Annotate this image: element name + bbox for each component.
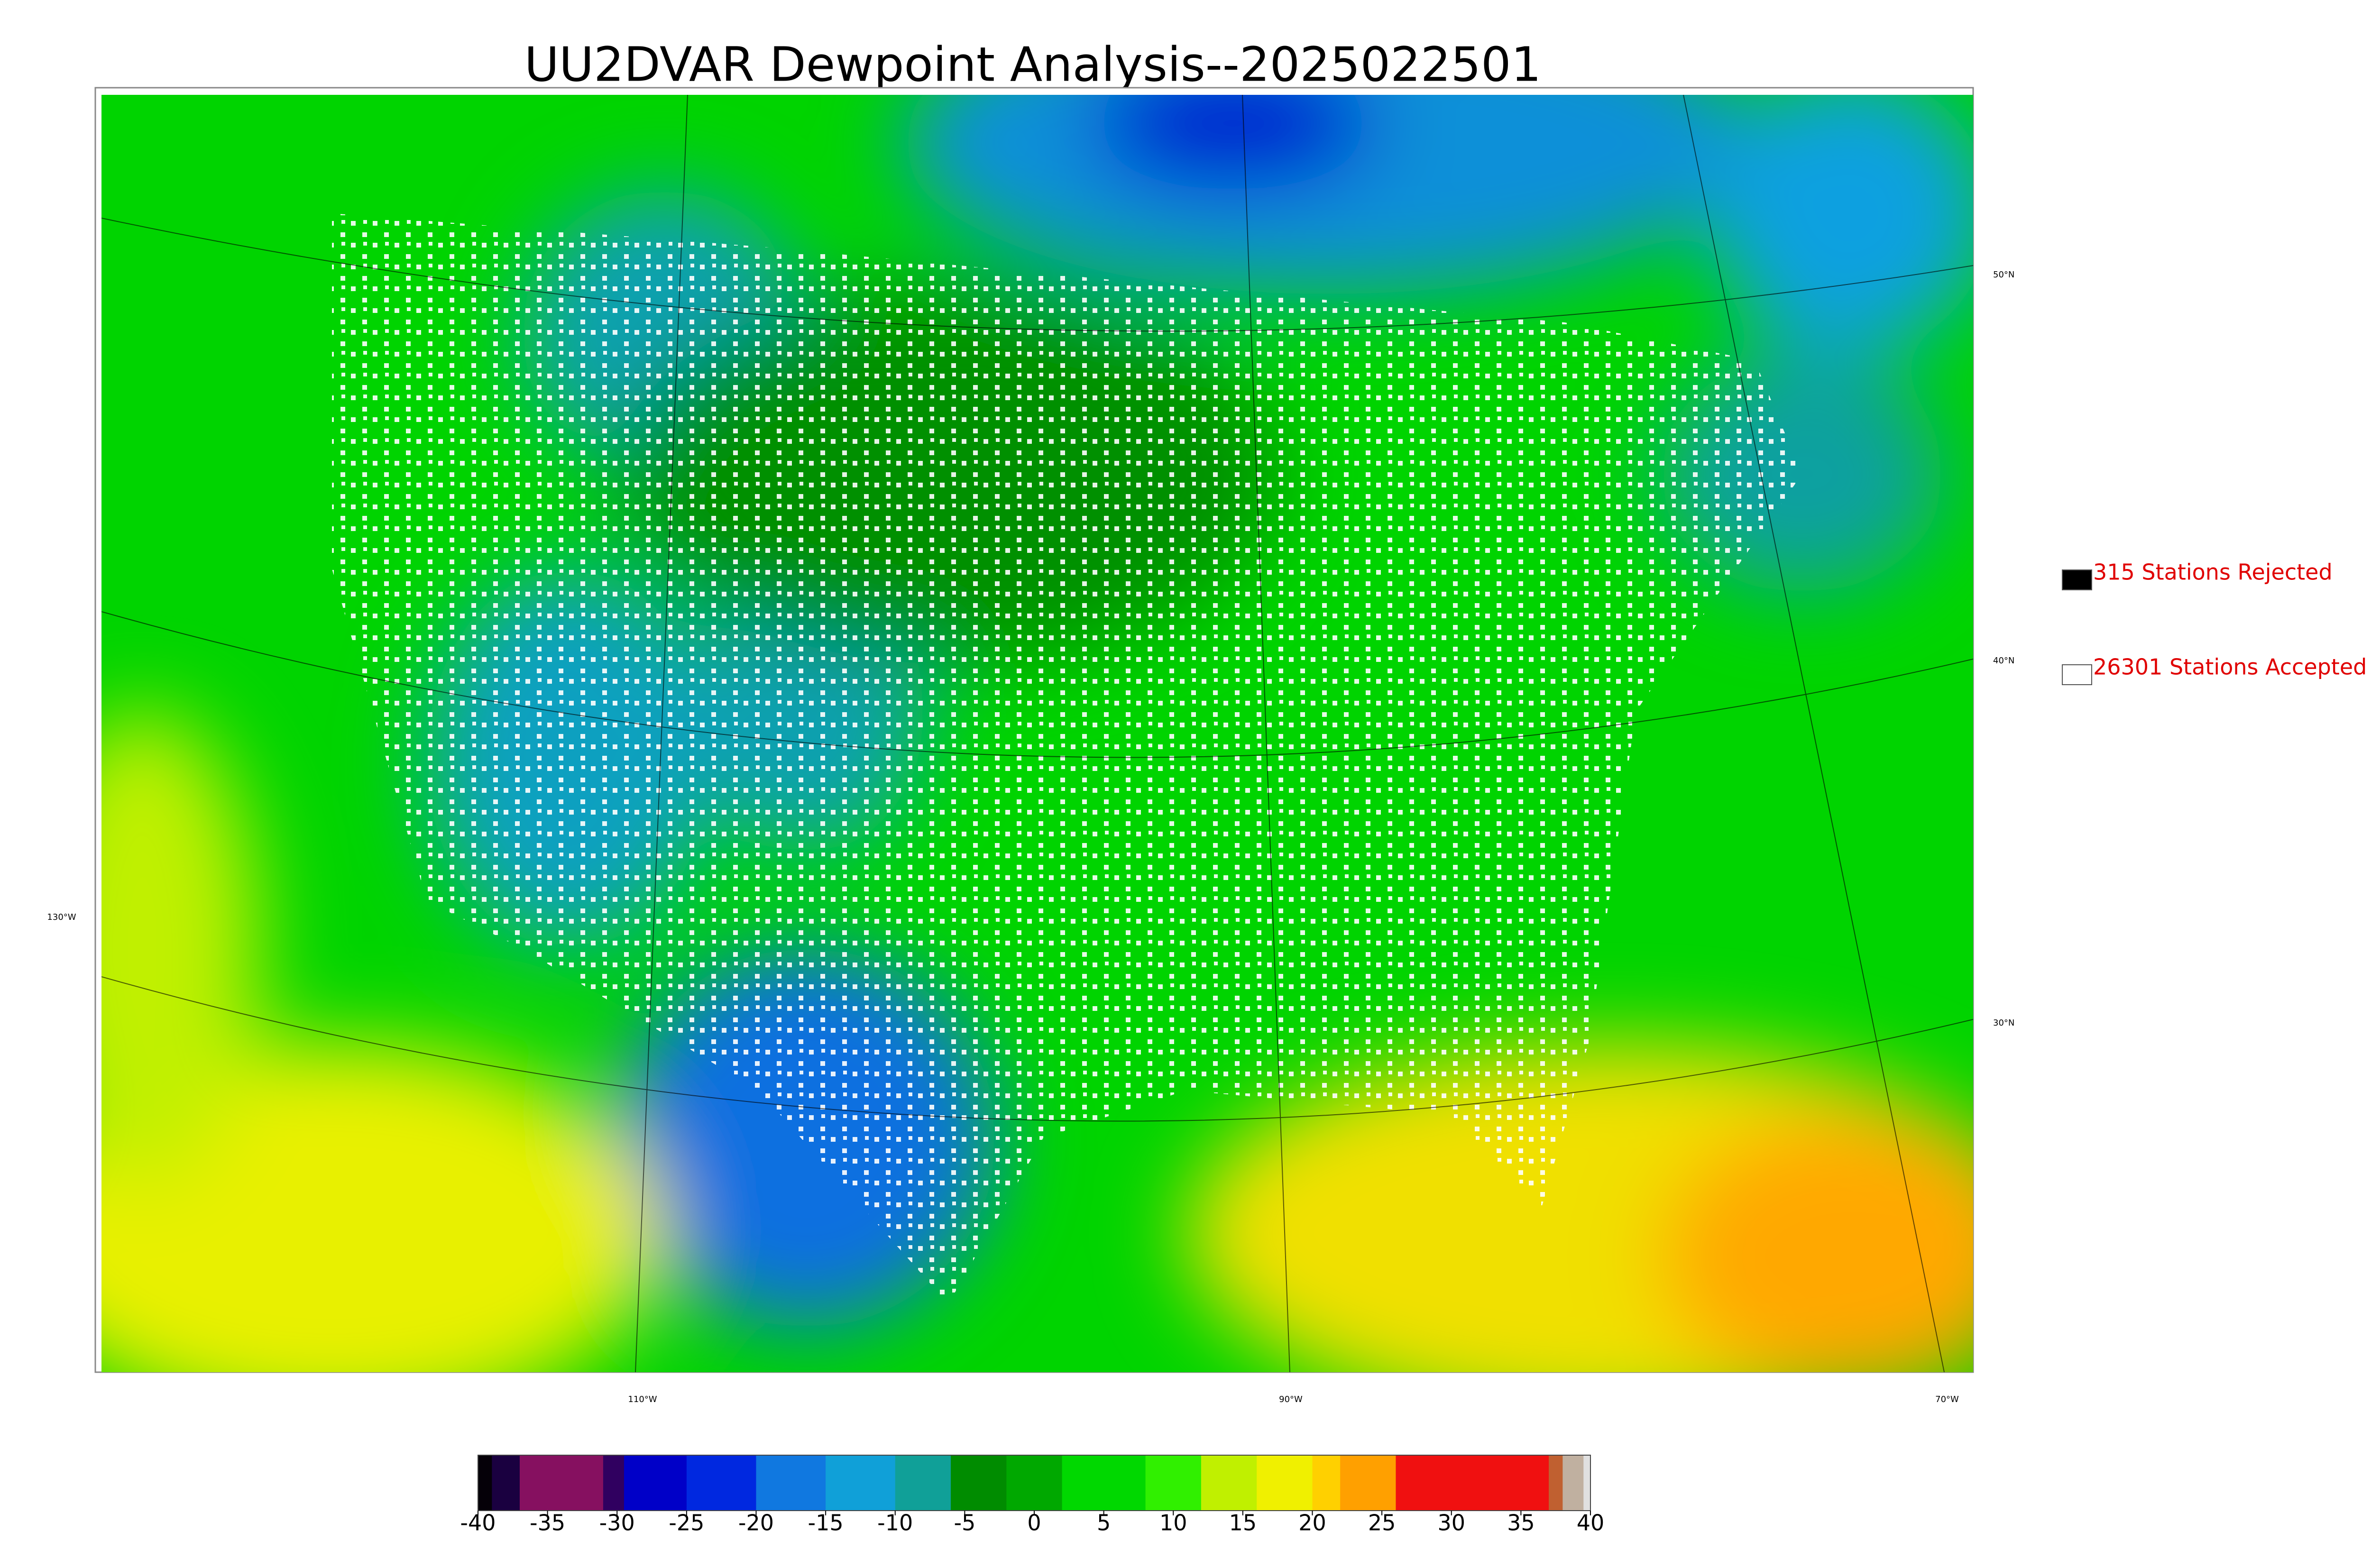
latitude-label: 30°N <box>1993 1018 2014 1028</box>
colorbar-segment <box>895 1455 951 1511</box>
colorbar-segment <box>478 1455 492 1511</box>
colorbar-tick-label: 15 <box>1229 1510 1257 1536</box>
colorbar-segment <box>1257 1455 1313 1511</box>
colorbar-tick-label: 10 <box>1159 1510 1187 1536</box>
colorbar-tick-label: -40 <box>460 1510 496 1536</box>
colorbar-segment <box>1145 1455 1202 1511</box>
colorbar-segment <box>1006 1455 1063 1511</box>
legend-swatch <box>2062 664 2092 685</box>
colorbar-tick-label: 40 <box>1577 1510 1605 1536</box>
colorbar-segment <box>603 1455 625 1511</box>
graticule <box>101 95 1973 1372</box>
colorbar-segment <box>1201 1455 1257 1511</box>
colorbar-segment <box>1340 1455 1396 1511</box>
colorbar-segment <box>951 1455 1007 1511</box>
colorbar-segment <box>686 1455 756 1511</box>
colorbar-tick-label: -25 <box>669 1510 704 1536</box>
colorbar-tick-label: 35 <box>1507 1510 1535 1536</box>
colorbar-segment <box>756 1455 826 1511</box>
legend-swatch <box>2062 569 2092 590</box>
colorbar-tick-label: 0 <box>1027 1510 1041 1536</box>
colorbar-segment <box>1312 1455 1341 1511</box>
latitude-label: 40°N <box>1993 656 2014 666</box>
longitude-label: 130°W <box>47 912 76 922</box>
colorbar-segment <box>1562 1455 1584 1511</box>
colorbar-tick-label: 30 <box>1437 1510 1465 1536</box>
colorbar-segment <box>1549 1455 1563 1511</box>
longitude-label: 70°W <box>1935 1394 1959 1404</box>
colorbar-tick-label: -15 <box>808 1510 844 1536</box>
colorbar-segment <box>826 1455 896 1511</box>
legend-label: 26301 Stations Accepted <box>2093 654 2367 680</box>
colorbar-segment <box>519 1455 604 1511</box>
colorbar-tick-label: -20 <box>738 1510 774 1536</box>
station-markers <box>332 213 1802 1304</box>
colorbar-segment <box>1583 1455 1591 1511</box>
colorbar-tick-label: -10 <box>877 1510 913 1536</box>
colorbar-segment <box>624 1455 687 1511</box>
colorbar-tick-label: 20 <box>1298 1510 1326 1536</box>
colorbar-tick-label: -35 <box>530 1510 565 1536</box>
colorbar-segment <box>1396 1455 1549 1511</box>
colorbar-segment <box>1062 1455 1146 1511</box>
colorbar-tick-label: -5 <box>954 1510 975 1536</box>
legend-label: 315 Stations Rejected <box>2093 559 2333 585</box>
dewpoint-field <box>101 95 1973 1372</box>
latitude-label: 50°N <box>1993 270 2014 280</box>
colorbar-tick-label: -30 <box>599 1510 635 1536</box>
longitude-label: 110°W <box>628 1394 657 1404</box>
colorbar-tick-label: 25 <box>1368 1510 1396 1536</box>
map-title: UU2DVAR Dewpoint Analysis--2025022501 <box>524 37 1541 92</box>
colorbar-segment <box>492 1455 520 1511</box>
longitude-label: 90°W <box>1279 1394 1303 1404</box>
colorbar-tick-label: 5 <box>1097 1510 1111 1536</box>
